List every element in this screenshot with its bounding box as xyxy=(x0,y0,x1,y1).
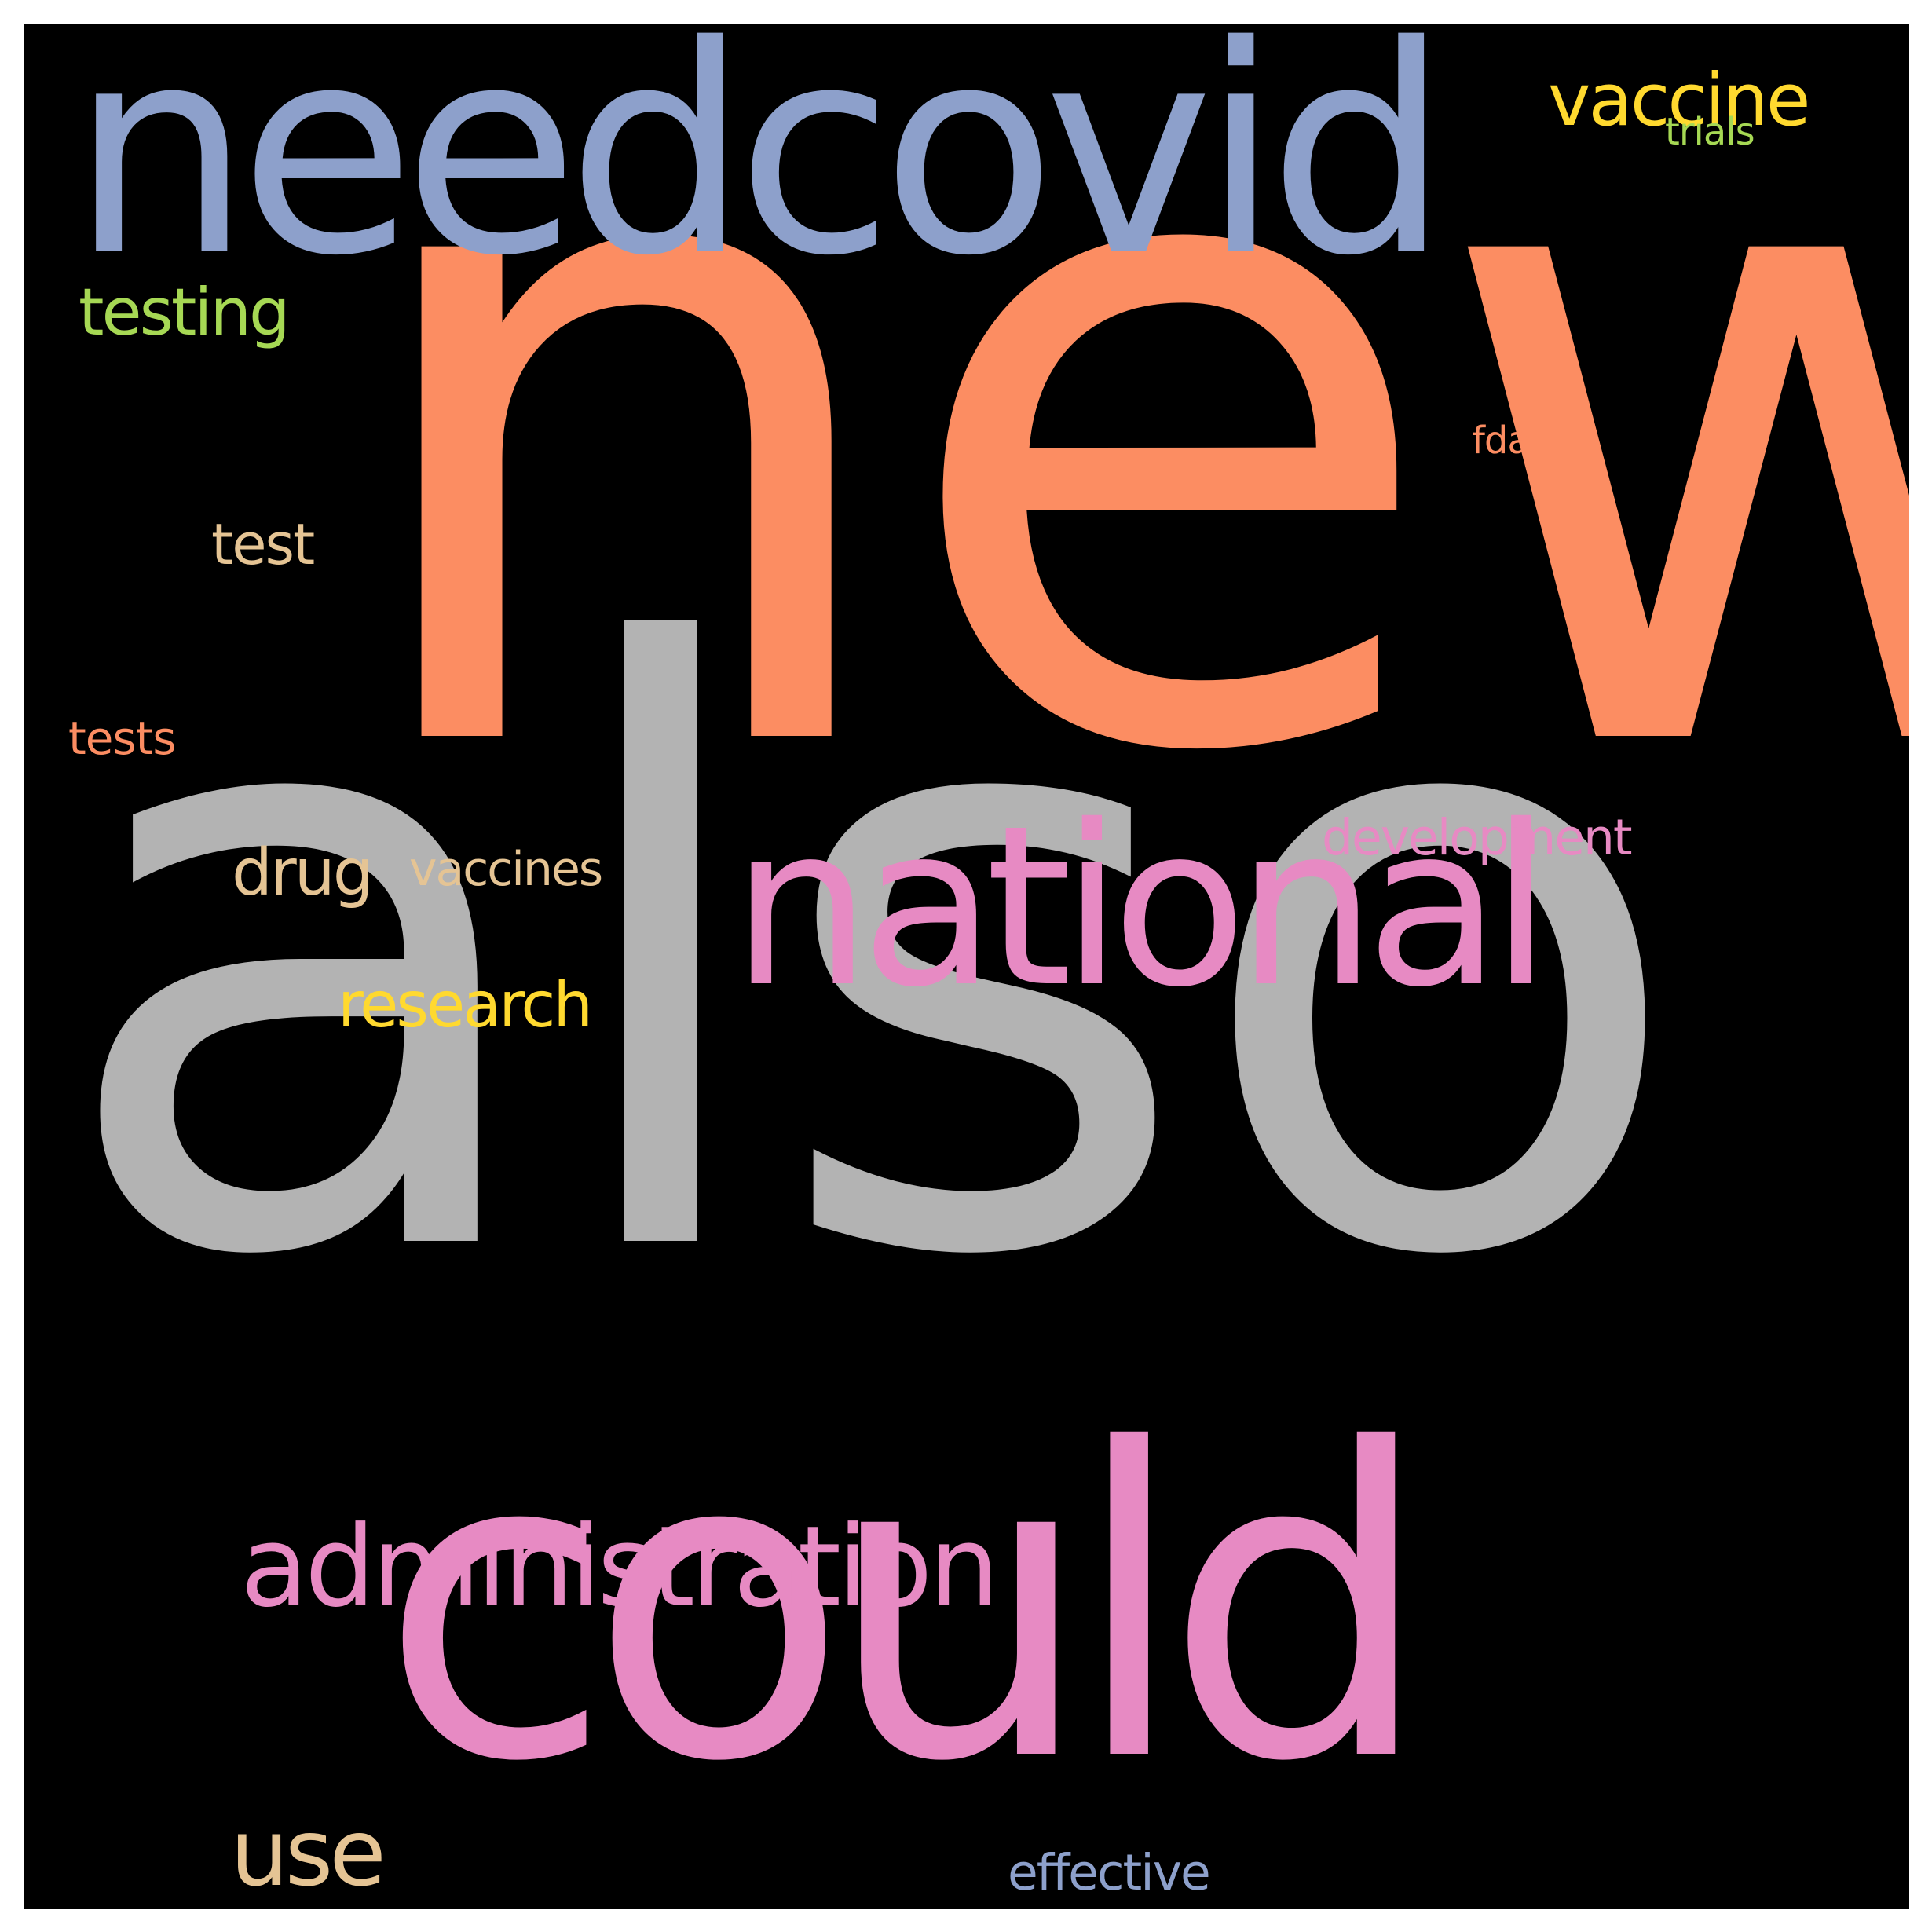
word-development: development xyxy=(1322,809,1633,866)
word-new: new xyxy=(340,24,1909,947)
word-tests: tests xyxy=(68,712,177,765)
word-cloud: new also needcovid could national admini… xyxy=(24,24,1909,1909)
word-national: national xyxy=(731,778,1552,1036)
word-use: use xyxy=(230,1798,386,1907)
word-vaccines: vaccines xyxy=(409,842,603,897)
word-needcovid: needcovid xyxy=(70,24,1450,319)
word-fda: fda xyxy=(1472,419,1531,463)
word-testing: testing xyxy=(79,274,291,350)
word-effective: effective xyxy=(1008,1844,1211,1901)
word-administration: administration xyxy=(240,1502,999,1632)
word-drug: drug xyxy=(232,836,374,910)
word-trials: trials xyxy=(1665,110,1755,154)
word-test: test xyxy=(211,511,315,577)
word-also: also xyxy=(51,484,1689,1434)
word-vaccine: vaccine xyxy=(1548,58,1810,142)
word-could: could xyxy=(379,1361,1433,1854)
word-research: research xyxy=(338,968,593,1041)
